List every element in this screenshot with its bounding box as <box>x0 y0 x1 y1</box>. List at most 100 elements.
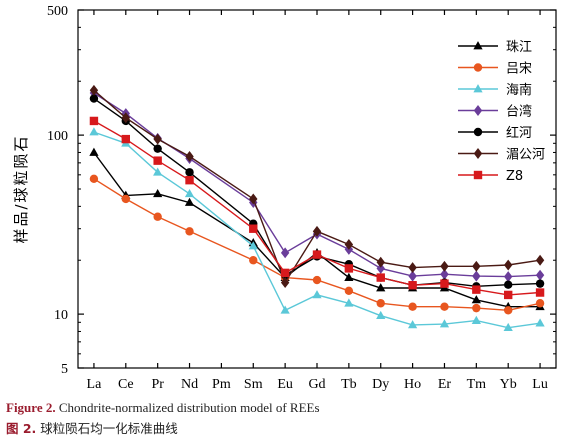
data-point <box>153 144 162 153</box>
data-point <box>504 271 513 283</box>
y-tick-label: 100 <box>47 129 68 144</box>
figure-caption-en-label: Figure 2. <box>6 400 56 415</box>
ree-chart: 5 10 100 500 La Ce Pr Nd Pm Sm Eu Gd Tb Dy Ho Er Tm Yb Lu 样… <box>12 4 557 392</box>
legend-marker <box>473 105 483 116</box>
legend-marker <box>473 148 483 159</box>
x-tick-label: Sm <box>244 377 263 392</box>
data-point <box>535 269 545 281</box>
data-point <box>153 212 162 221</box>
figure-caption-zh-text: 球粒陨石均一化标准曲线 <box>40 421 178 436</box>
data-point <box>376 262 385 274</box>
series-line <box>93 120 541 296</box>
legend-marker <box>473 84 483 93</box>
y-tick-label: 500 <box>47 4 68 19</box>
data-point <box>280 305 290 314</box>
data-point <box>344 238 354 250</box>
data-point <box>185 227 194 236</box>
figure-caption-zh-label: 图 2. <box>6 421 37 436</box>
data-point <box>376 256 385 268</box>
figure-caption-zh: 图 2. 球粒陨石均一化标准曲线 <box>6 418 178 437</box>
x-tick-label: La <box>87 377 103 392</box>
data-point <box>344 272 354 281</box>
series-group <box>89 84 545 289</box>
x-tick-label: Gd <box>308 377 325 392</box>
data-point <box>280 277 290 289</box>
data-point <box>89 147 99 156</box>
legend-label: 湄公河 <box>506 148 545 163</box>
data-point <box>89 116 99 126</box>
data-point <box>535 254 545 266</box>
x-tick-label: Pm <box>212 377 231 392</box>
x-tick-label: Lu <box>532 377 548 392</box>
data-point <box>153 188 163 198</box>
data-point <box>280 247 290 259</box>
data-point <box>89 84 99 96</box>
data-point <box>376 273 385 282</box>
legend-marker <box>473 63 483 72</box>
data-point <box>535 318 545 327</box>
data-point <box>535 288 545 297</box>
data-point <box>503 322 513 332</box>
data-point <box>185 175 194 185</box>
data-point <box>408 270 417 282</box>
data-point <box>472 285 481 294</box>
data-point <box>121 134 130 144</box>
x-tick-label: Nd <box>181 377 198 392</box>
data-point <box>472 303 481 313</box>
data-point <box>440 268 449 280</box>
data-point <box>535 299 545 308</box>
data-point <box>344 298 354 307</box>
data-point <box>344 286 354 295</box>
data-point <box>184 197 195 206</box>
legend-marker <box>473 170 483 180</box>
data-point <box>89 174 99 184</box>
series-group <box>89 174 545 315</box>
data-point <box>185 168 194 177</box>
data-point <box>249 224 258 233</box>
legend-label: 海南 <box>506 82 532 98</box>
data-point <box>471 315 481 324</box>
series-line <box>93 178 541 312</box>
data-point <box>471 295 481 304</box>
data-point <box>440 260 449 272</box>
data-point <box>121 194 130 204</box>
x-tick-label: Yb <box>500 377 517 392</box>
data-point <box>312 290 322 299</box>
data-point <box>408 262 417 274</box>
legend-label: 台湾 <box>506 104 532 120</box>
figure-caption-en: Figure 2. Chondrite-normalized distribut… <box>6 400 320 416</box>
x-tick-label: Tb <box>341 377 357 392</box>
legend-label: Z8 <box>506 169 523 184</box>
legend-label: 珠江 <box>506 40 532 55</box>
data-point <box>504 290 513 300</box>
data-point <box>121 112 130 124</box>
y-tick-label: 5 <box>61 362 68 377</box>
series-line <box>93 98 541 288</box>
data-point <box>504 306 513 315</box>
series-line <box>93 152 541 308</box>
x-tick-label: Ce <box>118 377 134 392</box>
data-point <box>153 133 162 145</box>
data-point <box>472 270 481 282</box>
series-group <box>89 116 545 300</box>
series-line <box>93 89 541 285</box>
x-tick-label: Ho <box>404 377 421 392</box>
data-point <box>248 241 258 250</box>
x-tick-label: Dy <box>372 377 389 392</box>
legend-label: 红河 <box>506 125 532 141</box>
data-point <box>504 280 513 289</box>
data-point <box>408 302 417 311</box>
data-point <box>312 275 322 285</box>
x-tick-label: Pr <box>151 377 164 392</box>
data-point <box>249 193 258 205</box>
data-point <box>407 320 418 329</box>
data-point <box>440 302 449 311</box>
legend-marker <box>473 41 483 50</box>
data-point <box>535 279 545 288</box>
plot-frame <box>77 9 557 369</box>
data-point <box>89 127 99 136</box>
data-point <box>376 283 386 292</box>
data-point <box>185 150 194 162</box>
figure-caption-en-text: Chondrite-normalized distribution model … <box>58 400 320 415</box>
data-point <box>472 260 481 272</box>
